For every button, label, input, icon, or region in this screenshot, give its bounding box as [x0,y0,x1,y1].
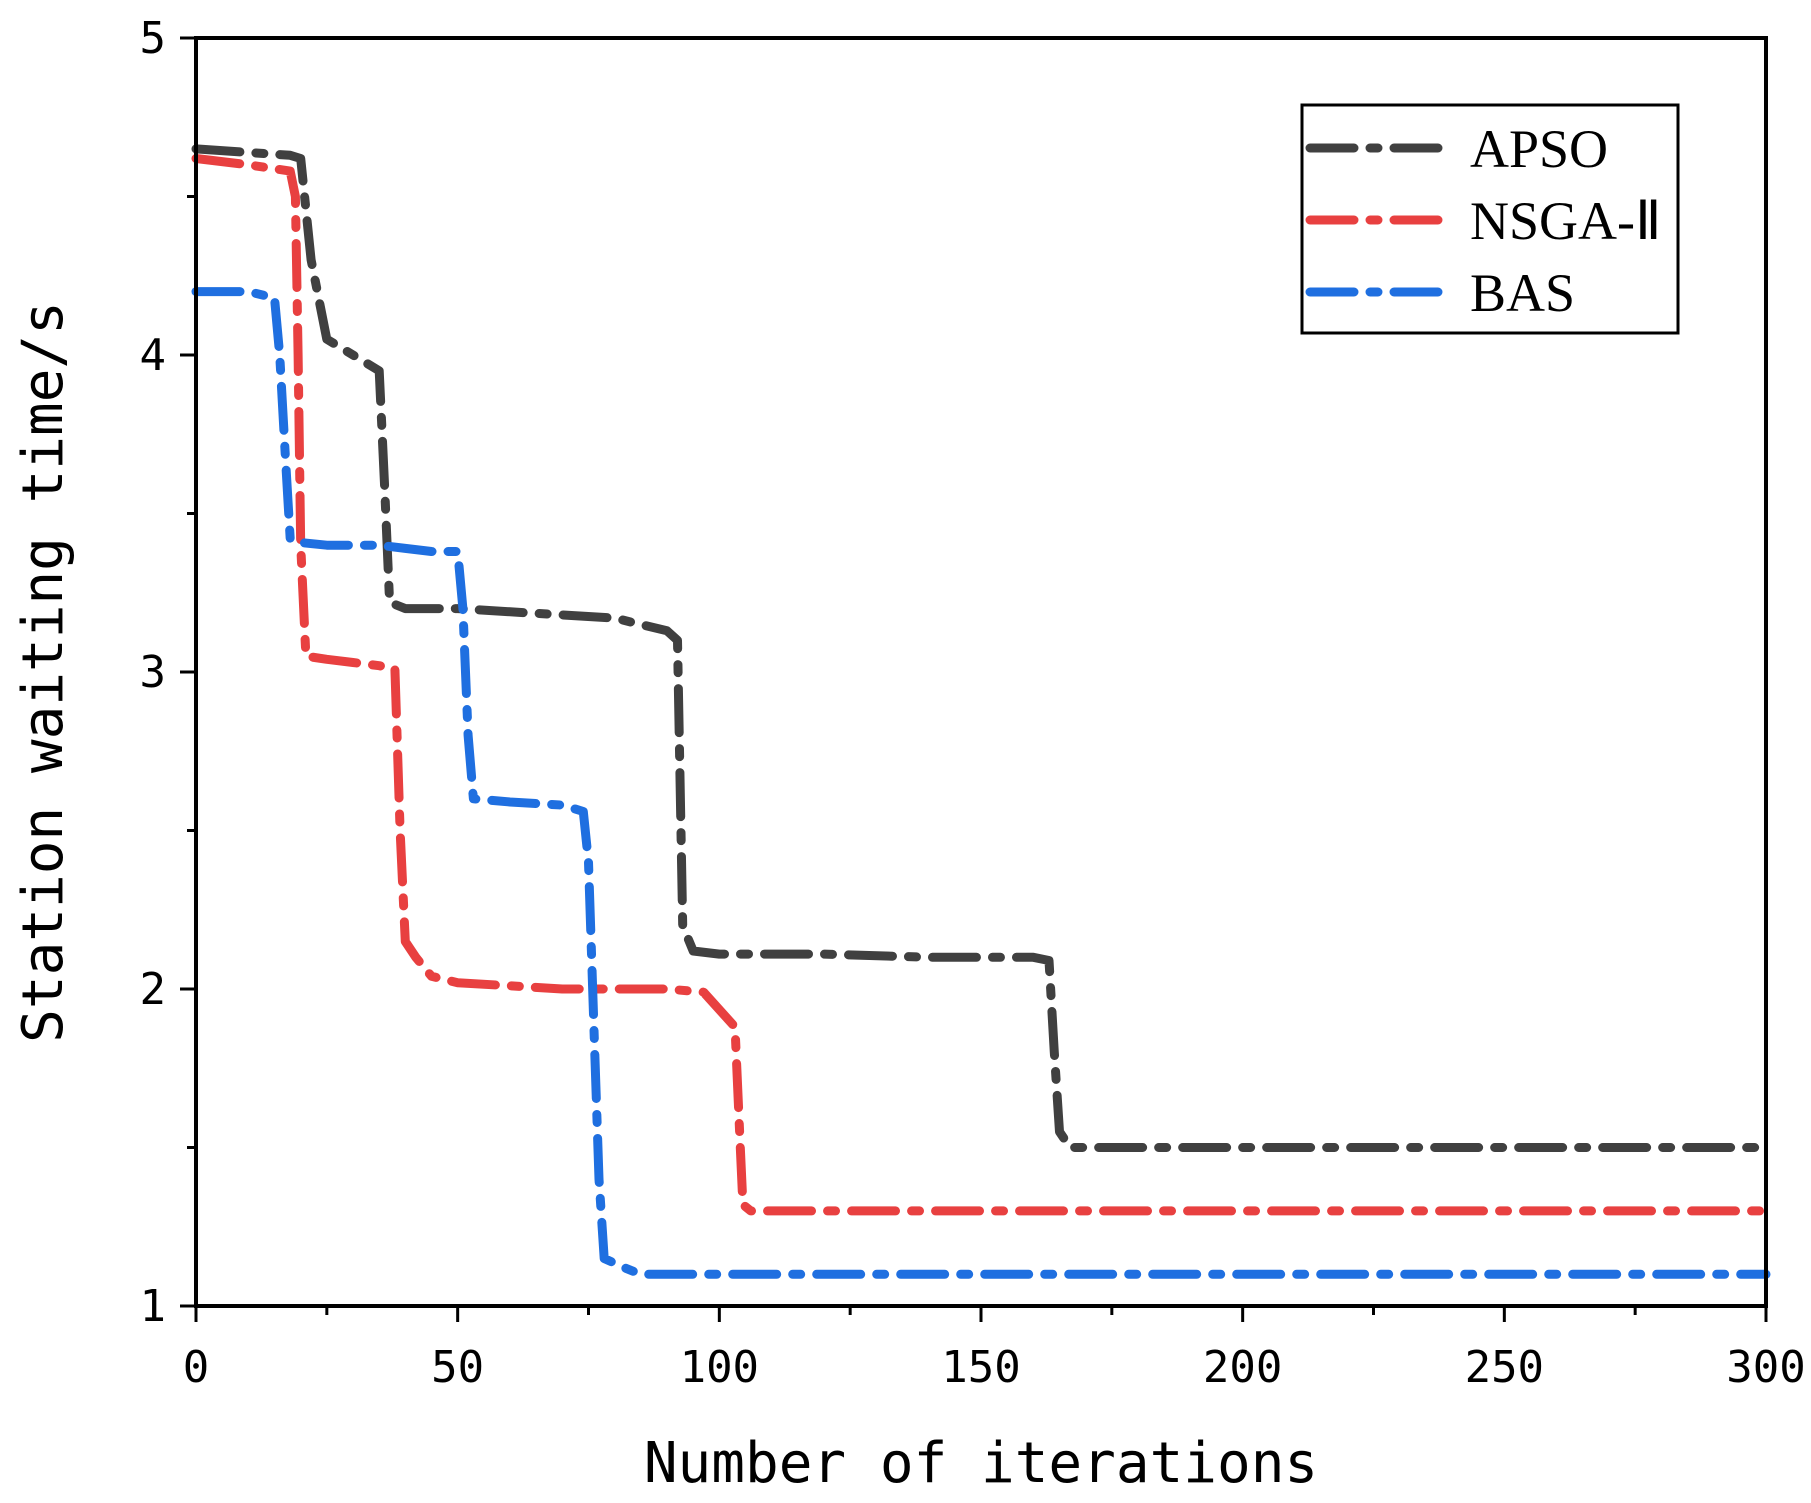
legend: APSO NSGA-Ⅱ BAS [1300,103,1680,335]
y-tick-label: 1 [140,1281,167,1332]
y-tick-label: 4 [140,330,167,381]
ticks-layer [180,36,1768,1322]
x-tick-label: 50 [431,1342,484,1393]
x-tick-label: 100 [680,1342,759,1393]
series-line-1 [191,154,1771,1216]
legend-label-0: APSO [1470,119,1608,179]
labels-layer: 0 50 100 150 200 250 300 1 2 3 4 5 [140,13,1806,1393]
legend-label-1: NSGA-Ⅱ [1470,191,1662,251]
x-tick-label: 150 [941,1342,1020,1393]
legend-box [1300,103,1680,335]
series-line-2 [191,287,1771,1279]
x-tick-label: 200 [1203,1342,1282,1393]
y-tick-label: 2 [140,964,167,1015]
series-layer [191,144,1771,1279]
x-tick-label: 0 [183,1342,210,1393]
y-axis-title: Station waiting time/s [11,301,76,1043]
y-tick-label: 5 [140,13,167,64]
x-tick-label: 300 [1726,1342,1805,1393]
series-line-0 [191,144,1771,1152]
y-tick-label: 3 [140,647,167,698]
x-tick-label: 250 [1465,1342,1544,1393]
x-axis-title: Number of iterations [644,1431,1318,1496]
legend-label-2: BAS [1470,263,1575,323]
